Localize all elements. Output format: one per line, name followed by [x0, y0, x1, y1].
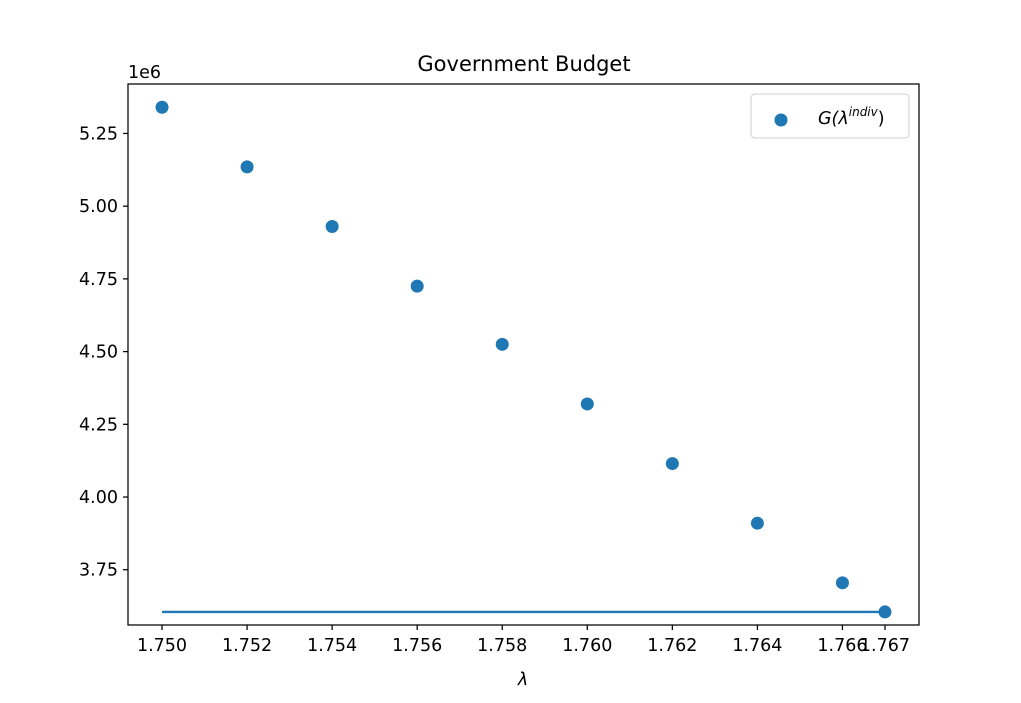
- x-tick-label: 1.762: [647, 636, 697, 656]
- chart-title: Government Budget: [417, 52, 630, 76]
- x-tick-label: 1.760: [562, 636, 612, 656]
- y-tick-label: 4.75: [79, 270, 118, 290]
- x-tick-label: 1.752: [222, 636, 272, 656]
- data-point: [240, 160, 254, 174]
- data-point: [580, 397, 594, 411]
- y-tick-label: 3.75: [79, 561, 118, 581]
- x-tick-label: 1.767: [860, 636, 910, 656]
- x-tick-label: 1.766: [817, 636, 867, 656]
- x-tick-label: 1.750: [137, 636, 187, 656]
- legend-label: G(λindiv): [818, 105, 885, 129]
- x-tick-label: 1.764: [732, 636, 782, 656]
- y-tick-label: 5.25: [79, 124, 118, 144]
- data-point: [665, 457, 679, 471]
- y-tick-label: 4.00: [79, 488, 118, 508]
- x-tick-label: 1.758: [477, 636, 527, 656]
- legend-label-base: G(λ: [818, 109, 849, 129]
- x-tick-label: 1.754: [307, 636, 357, 656]
- y-offset-label: 1e6: [128, 63, 161, 83]
- x-axis-label: λ: [517, 670, 528, 690]
- legend-label-sup: indiv: [849, 105, 879, 119]
- y-tick-label: 4.25: [79, 415, 118, 435]
- data-point: [155, 100, 169, 114]
- legend: G(λindiv): [750, 93, 910, 139]
- legend-marker: [774, 113, 788, 127]
- legend-label-close: ): [878, 109, 885, 129]
- y-tick-label: 4.50: [79, 343, 118, 363]
- data-point: [878, 605, 892, 619]
- data-point: [325, 220, 339, 234]
- plot-marks: [155, 100, 892, 619]
- data-point: [495, 337, 509, 351]
- legend-frame: [750, 93, 910, 139]
- plot-frame: [127, 83, 920, 626]
- data-point: [750, 516, 764, 530]
- data-point: [835, 576, 849, 590]
- y-tick-label: 5.00: [79, 197, 118, 217]
- x-tick-label: 1.756: [392, 636, 442, 656]
- axes: 1.750 1.752 1.754 1.756 1.758 1.760 1.762 1.764…: [79, 83, 920, 656]
- data-point: [410, 279, 424, 293]
